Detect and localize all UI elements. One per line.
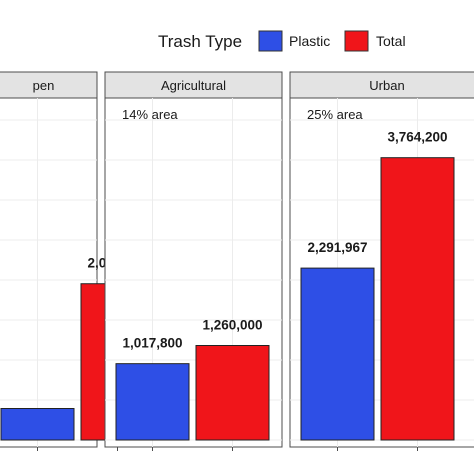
- panel-urban: Urban 25% area 2,291,967 3,764,200: [289, 71, 474, 451]
- bar-plastic: [300, 267, 375, 441]
- panel-annotation: 14% area: [122, 107, 178, 122]
- facet-strip-label: Agricultural: [161, 78, 226, 93]
- bar-value-label: 1,260,000: [202, 318, 262, 333]
- legend-swatch-plastic: [258, 30, 283, 52]
- bar-plastic: [115, 363, 190, 441]
- facet-strip: [104, 71, 283, 99]
- facet-strip: [0, 71, 98, 99]
- bar-total: [195, 345, 270, 441]
- panel-agricultural: Agricultural 14% area 1,017,800 1,260,000: [104, 71, 283, 451]
- bar-plastic: [0, 408, 75, 441]
- bar-value-label: 2,291,967: [307, 240, 367, 255]
- bar-value-label: 1,017,800: [122, 336, 182, 351]
- legend-swatch-total: [344, 30, 369, 52]
- bar-value-label: 3,764,200: [387, 130, 447, 145]
- facet-strip-label: Urban: [369, 78, 404, 93]
- legend-title: Trash Type: [158, 32, 242, 51]
- panels: pen2,083,667Agricultural14% area1,017,80…: [0, 71, 474, 451]
- facet-strip-label: pen: [33, 78, 55, 93]
- facet-strip: [289, 71, 474, 99]
- legend-label-plastic: Plastic: [289, 33, 330, 49]
- bar-total: [380, 157, 455, 441]
- panel-annotation: 25% area: [307, 107, 363, 122]
- legend-label-total: Total: [376, 33, 406, 49]
- legend: Trash Type Plastic Total: [158, 30, 406, 52]
